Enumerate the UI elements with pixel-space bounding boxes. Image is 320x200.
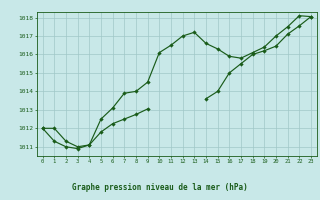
Text: Graphe pression niveau de la mer (hPa): Graphe pression niveau de la mer (hPa) xyxy=(72,183,248,192)
